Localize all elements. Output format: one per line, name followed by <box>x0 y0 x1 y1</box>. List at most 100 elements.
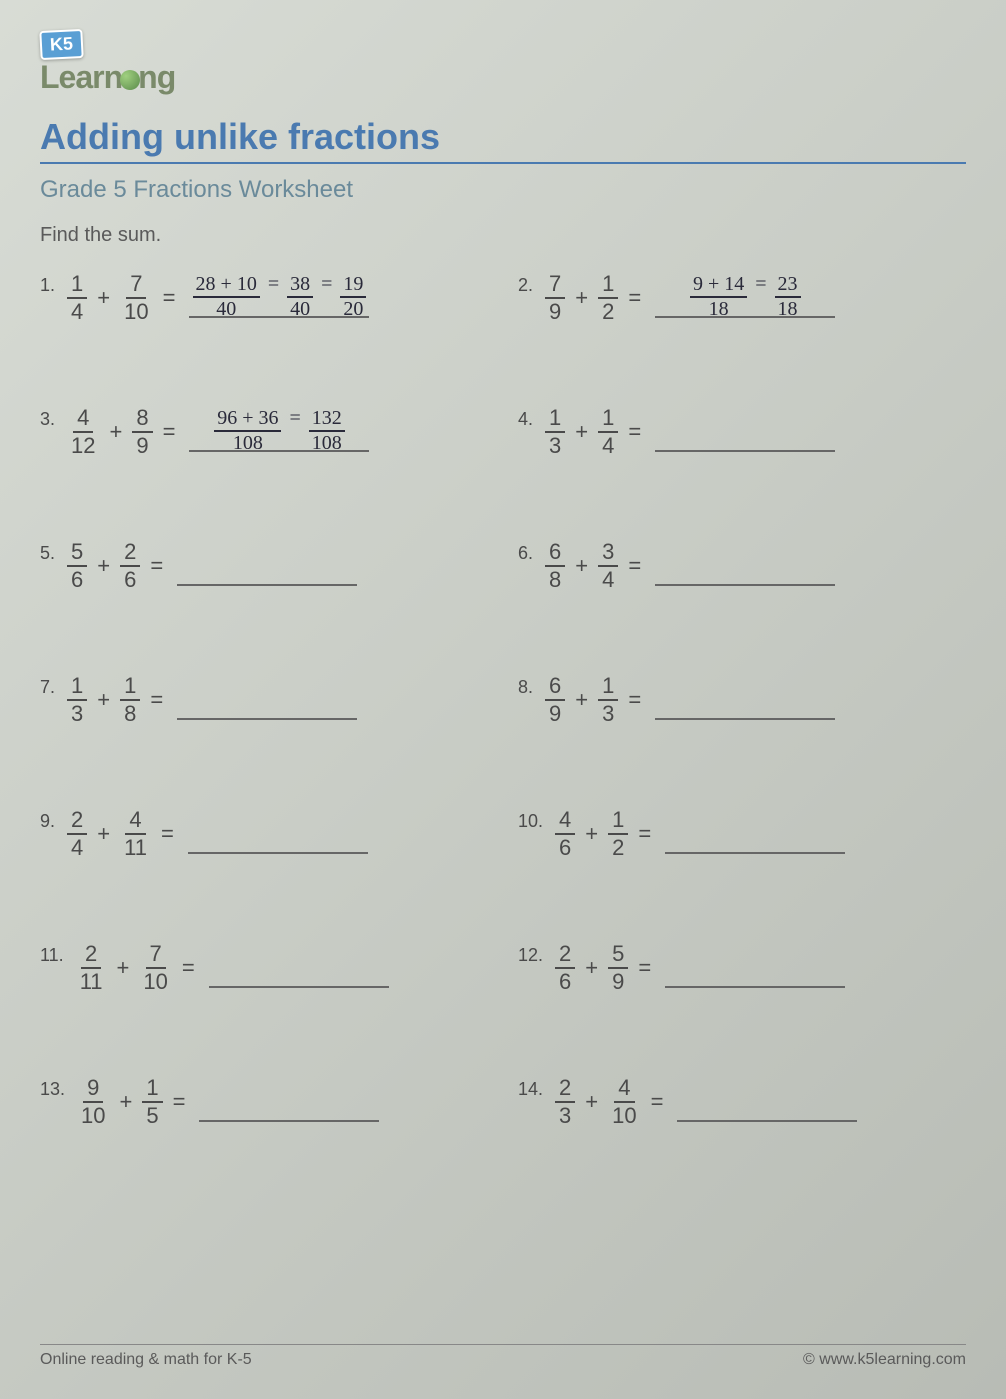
equals-op: = <box>651 1089 664 1115</box>
answer-blank[interactable] <box>188 814 368 854</box>
problem-number: 11. <box>40 945 64 966</box>
fraction-2: 1 4 <box>598 405 618 459</box>
answer-blank[interactable] <box>655 412 835 452</box>
fraction-1: 2 3 <box>555 1075 575 1129</box>
answer-blank[interactable] <box>209 948 389 988</box>
logo-text-part2: ng <box>138 59 175 95</box>
answer-blank[interactable] <box>177 680 357 720</box>
answer-blank[interactable] <box>655 680 835 720</box>
logo-text-part1: Learn <box>40 59 122 95</box>
plus-op: + <box>120 1089 133 1115</box>
fraction-2: 1 5 <box>142 1075 162 1129</box>
problem-11: 11. 2 11 + 7 10 = <box>40 941 488 995</box>
fraction-2: 1 8 <box>120 673 140 727</box>
fraction-1: 1 3 <box>545 405 565 459</box>
handwritten-answer: 96 + 36108 = 132108 <box>211 407 348 455</box>
plus-op: + <box>97 687 110 713</box>
problem-number: 3. <box>40 409 55 430</box>
answer-blank[interactable]: 9 + 1418 = 2318 <box>655 278 835 318</box>
fraction-2: 7 10 <box>139 941 171 995</box>
plus-op: + <box>97 285 110 311</box>
plus-op: + <box>575 419 588 445</box>
problem-number: 13. <box>40 1079 65 1100</box>
answer-blank[interactable] <box>655 546 835 586</box>
equals-op: = <box>163 285 176 311</box>
problem-2: 2. 7 9 + 1 2 = 9 + 1418 = 2318 <box>518 271 966 325</box>
plus-op: + <box>575 285 588 311</box>
equals-op: = <box>182 955 195 981</box>
equals-op: = <box>628 553 641 579</box>
fraction-1: 2 6 <box>555 941 575 995</box>
problem-4: 4. 1 3 + 1 4 = <box>518 405 966 459</box>
equals-op: = <box>638 821 651 847</box>
fraction-2: 1 2 <box>598 271 618 325</box>
problem-10: 10. 4 6 + 1 2 = <box>518 807 966 861</box>
fraction-2: 8 9 <box>132 405 152 459</box>
fraction-1: 6 8 <box>545 539 565 593</box>
footer: Online reading & math for K-5 © www.k5le… <box>40 1344 966 1369</box>
answer-blank[interactable] <box>665 814 845 854</box>
fraction-2: 3 4 <box>598 539 618 593</box>
problem-6: 6. 6 8 + 3 4 = <box>518 539 966 593</box>
problem-8: 8. 6 9 + 1 3 = <box>518 673 966 727</box>
worksheet-subtitle: Grade 5 Fractions Worksheet <box>40 176 966 204</box>
plus-op: + <box>110 419 123 445</box>
answer-blank[interactable] <box>677 1082 857 1122</box>
equals-op: = <box>628 285 641 311</box>
answer-blank[interactable] <box>199 1082 379 1122</box>
logo-badge: K5 <box>39 29 83 60</box>
problem-14: 14. 2 3 + 4 10 = <box>518 1075 966 1129</box>
problem-number: 14. <box>518 1079 543 1100</box>
fraction-1: 7 9 <box>545 271 565 325</box>
fraction-1: 1 4 <box>67 271 87 325</box>
fraction-1: 6 9 <box>545 673 565 727</box>
fraction-2: 4 10 <box>608 1075 640 1129</box>
answer-blank[interactable] <box>177 546 357 586</box>
problem-1: 1. 1 4 + 7 10 = 28 + 1040 = 3840 = 1920 <box>40 271 488 325</box>
problem-number: 8. <box>518 677 533 698</box>
logo-area: K5 Learnng <box>40 30 966 96</box>
problem-number: 7. <box>40 677 55 698</box>
fraction-2: 1 3 <box>598 673 618 727</box>
plus-op: + <box>575 687 588 713</box>
problem-9: 9. 2 4 + 4 11 = <box>40 807 488 861</box>
plus-op: + <box>585 821 598 847</box>
equals-op: = <box>150 553 163 579</box>
problem-12: 12. 2 6 + 5 9 = <box>518 941 966 995</box>
answer-blank[interactable]: 96 + 36108 = 132108 <box>189 412 369 452</box>
worksheet-title: Adding unlike fractions <box>40 116 966 164</box>
fraction-2: 2 6 <box>120 539 140 593</box>
fraction-2: 4 11 <box>120 807 151 861</box>
problem-number: 6. <box>518 543 533 564</box>
fraction-1: 4 6 <box>555 807 575 861</box>
answer-blank[interactable] <box>665 948 845 988</box>
logo-text: Learnng <box>40 59 175 95</box>
problem-number: 9. <box>40 811 55 832</box>
equals-op: = <box>638 955 651 981</box>
problem-13: 13. 9 10 + 1 5 = <box>40 1075 488 1129</box>
fraction-1: 9 10 <box>77 1075 109 1129</box>
fraction-1: 1 3 <box>67 673 87 727</box>
problem-number: 10. <box>518 811 543 832</box>
problem-number: 4. <box>518 409 533 430</box>
plus-op: + <box>97 553 110 579</box>
problem-5: 5. 5 6 + 2 6 = <box>40 539 488 593</box>
equals-op: = <box>150 687 163 713</box>
handwritten-answer: 9 + 1418 = 2318 <box>687 273 804 321</box>
plus-op: + <box>97 821 110 847</box>
problem-7: 7. 1 3 + 1 8 = <box>40 673 488 727</box>
problem-3: 3. 4 12 + 8 9 = 96 + 36108 = 132108 <box>40 405 488 459</box>
plus-op: + <box>117 955 130 981</box>
fraction-2: 7 10 <box>120 271 152 325</box>
equals-op: = <box>163 419 176 445</box>
equals-op: = <box>628 687 641 713</box>
fraction-1: 4 12 <box>67 405 99 459</box>
problem-number: 1. <box>40 275 55 296</box>
equals-op: = <box>161 821 174 847</box>
equals-op: = <box>173 1089 186 1115</box>
footer-right: © www.k5learning.com <box>803 1351 966 1369</box>
plus-op: + <box>585 955 598 981</box>
answer-blank[interactable]: 28 + 1040 = 3840 = 1920 <box>189 278 369 318</box>
footer-left: Online reading & math for K-5 <box>40 1351 252 1369</box>
plus-op: + <box>575 553 588 579</box>
